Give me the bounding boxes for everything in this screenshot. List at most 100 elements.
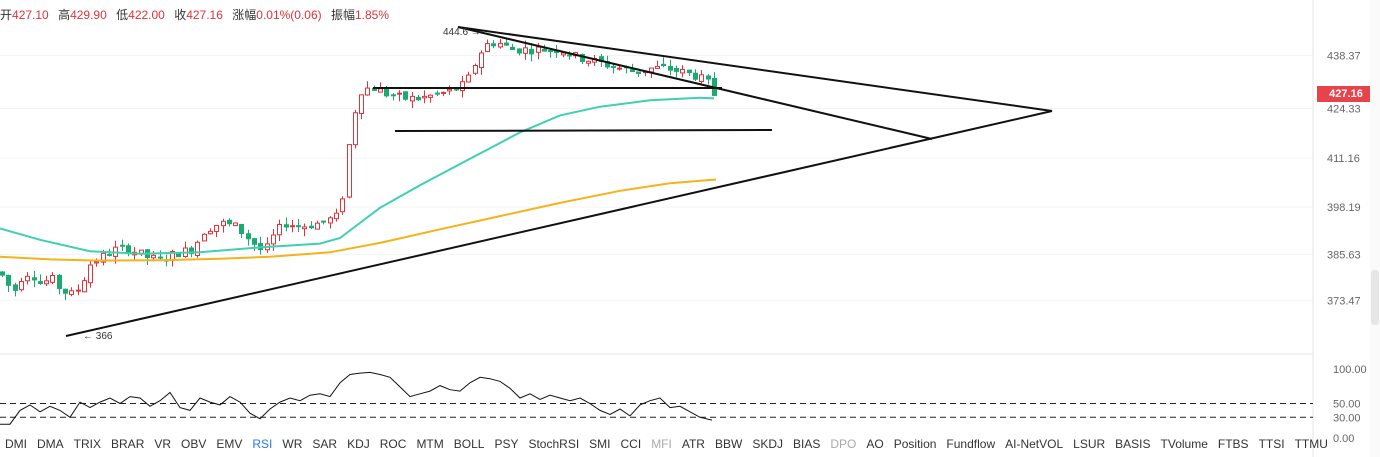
candle-body <box>151 254 156 259</box>
indicator-tab-dmi[interactable]: DMI <box>5 437 27 451</box>
indicator-tab-cci[interactable]: CCI <box>620 437 642 451</box>
rsi-tick-label: 30.00 <box>1333 412 1361 424</box>
candle-body <box>101 252 106 263</box>
price-tick-label: 438.37 <box>1327 51 1361 63</box>
candle-body <box>617 67 622 70</box>
candle-body <box>680 68 685 74</box>
price-tick-label: 411.16 <box>1327 153 1360 165</box>
indicator-tab-dma[interactable]: DMA <box>37 437 64 451</box>
indicator-tab-vr[interactable]: VR <box>154 437 172 451</box>
candle-body <box>460 81 465 92</box>
candle-body <box>674 68 679 72</box>
high-value: 429.90 <box>70 8 107 22</box>
trendline[interactable] <box>457 26 933 140</box>
indicator-tab-mtm[interactable]: MTM <box>416 437 444 451</box>
candle-body <box>378 88 383 93</box>
candle-body <box>435 92 440 95</box>
candle-body <box>403 91 408 100</box>
candle-body <box>504 42 509 46</box>
candle-body <box>523 47 528 54</box>
indicator-tab-mfi[interactable]: MFI <box>651 437 672 451</box>
candle-body <box>328 217 333 224</box>
indicator-tab-basis[interactable]: BASIS <box>1115 437 1151 451</box>
rsi-tick-label: 0.00 <box>1333 433 1354 445</box>
candle-body <box>636 71 641 74</box>
candle-body <box>580 53 585 62</box>
indicator-tab-kdj[interactable]: KDJ <box>347 437 370 451</box>
indicator-tab-skdj[interactable]: SKDJ <box>752 437 783 451</box>
candle-body <box>19 281 24 291</box>
candle-body <box>422 95 427 99</box>
candle-body <box>239 223 244 235</box>
indicator-tab-sar[interactable]: SAR <box>312 437 338 451</box>
indicator-tab-boll[interactable]: BOLL <box>453 437 485 451</box>
candle-body <box>202 233 207 242</box>
rsi-tick-label: 100.00 <box>1333 364 1367 376</box>
indicator-tab-position[interactable]: Position <box>893 437 937 451</box>
low-label: 低 <box>116 8 129 22</box>
candle-body <box>233 222 238 227</box>
indicator-tab-stochrsi[interactable]: StochRSI <box>528 437 580 451</box>
indicator-tab-lsur[interactable]: LSUR <box>1073 437 1106 451</box>
trendline[interactable] <box>394 129 773 132</box>
indicator-tab-roc[interactable]: ROC <box>379 437 407 451</box>
indicator-tab-bar: DMI DMA TRIX BRAR VR OBV EMV RSI WR SAR KDJ ROC MTM B… <box>0 434 1333 454</box>
candle-body <box>397 92 402 95</box>
candle-body <box>491 43 496 47</box>
indicator-tab-bias[interactable]: BIAS <box>793 437 821 451</box>
grid-lines <box>0 55 1313 301</box>
candle-body <box>69 290 74 295</box>
indicator-tab-dpo[interactable]: DPO <box>830 437 857 451</box>
candle-body <box>76 289 81 292</box>
candle-body <box>50 274 55 283</box>
candle-body <box>359 94 364 115</box>
indicator-tab-tvolume[interactable]: TVolume <box>1160 437 1208 451</box>
scrollbar-thumb[interactable] <box>1371 270 1379 325</box>
price-tick-label: 385.63 <box>1327 249 1361 261</box>
candle-body <box>6 274 11 286</box>
indicator-tab-emv[interactable]: EMV <box>216 437 243 451</box>
ohlc-header: 开427.10 高429.90 低422.00 收427.16 涨幅0.01%(… <box>0 6 389 23</box>
candle-body <box>517 48 522 54</box>
indicator-tab-rsi[interactable]: RSI <box>252 437 273 451</box>
ma-long-line <box>0 178 717 262</box>
indicator-tab-wr[interactable]: WR <box>282 437 303 451</box>
indicator-tab-obv[interactable]: OBV <box>181 437 207 451</box>
indicator-tab-fundflow[interactable]: Fundflow <box>946 437 996 451</box>
indicator-tab-ao[interactable]: AO <box>866 437 884 451</box>
candle-body <box>277 223 282 236</box>
candle-body <box>510 46 515 51</box>
candle-body <box>334 212 339 220</box>
trendlines[interactable] <box>65 26 1053 337</box>
rsi-tick-label: 50.00 <box>1333 399 1361 411</box>
scrollbar-track[interactable] <box>1370 0 1380 457</box>
candle-body <box>25 275 30 282</box>
candle-body <box>82 280 87 293</box>
candle-body <box>107 253 112 256</box>
indicator-tab-ttsi[interactable]: TTSI <box>1258 437 1285 451</box>
indicator-tab-ftbs[interactable]: FTBS <box>1217 437 1249 451</box>
open-label: 开 <box>0 8 13 22</box>
indicator-tab-trix[interactable]: TRIX <box>73 437 102 451</box>
candle-body <box>208 230 213 235</box>
candle-body <box>296 225 301 228</box>
candle-body <box>302 226 307 230</box>
indicator-tab-bbw[interactable]: BBW <box>714 437 743 451</box>
candle-body <box>668 65 673 71</box>
candle-body <box>195 241 200 257</box>
price-axis: 438.37 424.33 411.16 398.19 385.63 373.47 <box>1327 51 1361 308</box>
indicator-tab-ttmu[interactable]: TTMU <box>1294 437 1328 451</box>
indicator-tab-smi[interactable]: SMI <box>589 437 611 451</box>
indicator-tab-brar[interactable]: BRAR <box>111 437 145 451</box>
candle-body <box>611 65 616 68</box>
candle-body <box>561 52 566 56</box>
indicator-tab-psy[interactable]: PSY <box>494 437 519 451</box>
indicator-tab-ai-netvol[interactable]: AI-NetVOL <box>1005 437 1064 451</box>
candle-body <box>687 69 692 74</box>
low-value: 422.00 <box>128 8 165 22</box>
trendline[interactable] <box>457 26 1053 112</box>
trendline[interactable] <box>65 110 1053 337</box>
candle-body <box>252 238 257 245</box>
indicator-tab-atr[interactable]: ATR <box>681 437 705 451</box>
